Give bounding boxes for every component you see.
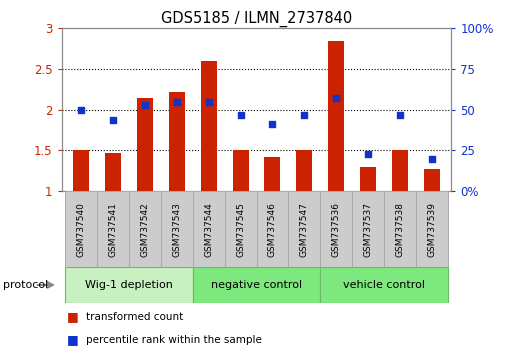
Bar — [169, 92, 185, 191]
FancyBboxPatch shape — [256, 191, 288, 267]
Text: GDS5185 / ILMN_2737840: GDS5185 / ILMN_2737840 — [161, 11, 352, 27]
Bar — [297, 150, 312, 191]
Point — [268, 121, 277, 127]
Text: protocol: protocol — [3, 280, 48, 290]
Point — [109, 117, 117, 122]
Text: GSM737538: GSM737538 — [396, 202, 405, 257]
Bar — [265, 157, 281, 191]
Text: GSM737541: GSM737541 — [108, 202, 117, 257]
FancyBboxPatch shape — [192, 191, 225, 267]
Bar — [201, 61, 216, 191]
FancyBboxPatch shape — [129, 191, 161, 267]
Point — [76, 107, 85, 113]
FancyBboxPatch shape — [321, 191, 352, 267]
Text: Wig-1 depletion: Wig-1 depletion — [85, 280, 172, 290]
Text: negative control: negative control — [211, 280, 302, 290]
Bar — [360, 167, 377, 191]
Bar — [328, 41, 344, 191]
Point — [396, 112, 404, 118]
FancyBboxPatch shape — [352, 191, 384, 267]
Point — [172, 99, 181, 104]
Text: percentile rank within the sample: percentile rank within the sample — [86, 335, 262, 345]
Bar — [424, 169, 440, 191]
FancyBboxPatch shape — [161, 191, 192, 267]
FancyBboxPatch shape — [321, 267, 448, 303]
Text: GSM737542: GSM737542 — [140, 202, 149, 257]
Text: GSM737546: GSM737546 — [268, 202, 277, 257]
Text: GSM737544: GSM737544 — [204, 202, 213, 257]
Point — [364, 151, 372, 156]
Point — [205, 99, 213, 104]
FancyBboxPatch shape — [384, 191, 416, 267]
Text: GSM737537: GSM737537 — [364, 202, 373, 257]
FancyBboxPatch shape — [97, 191, 129, 267]
Point — [141, 102, 149, 108]
Text: GSM737545: GSM737545 — [236, 202, 245, 257]
FancyBboxPatch shape — [416, 191, 448, 267]
Text: GSM737539: GSM737539 — [428, 202, 437, 257]
Text: vehicle control: vehicle control — [343, 280, 425, 290]
Bar — [392, 150, 408, 191]
FancyBboxPatch shape — [65, 267, 192, 303]
Point — [236, 112, 245, 118]
Bar — [136, 97, 153, 191]
FancyBboxPatch shape — [192, 267, 321, 303]
Bar — [73, 150, 89, 191]
Text: GSM737547: GSM737547 — [300, 202, 309, 257]
Text: ■: ■ — [67, 310, 78, 323]
Point — [300, 112, 308, 118]
FancyBboxPatch shape — [65, 191, 97, 267]
Point — [332, 96, 341, 101]
Point — [428, 156, 437, 161]
FancyBboxPatch shape — [225, 191, 256, 267]
FancyBboxPatch shape — [288, 191, 321, 267]
Bar — [232, 150, 248, 191]
Text: transformed count: transformed count — [86, 312, 184, 322]
Bar — [105, 153, 121, 191]
Text: ■: ■ — [67, 333, 78, 346]
Text: GSM737543: GSM737543 — [172, 202, 181, 257]
Text: GSM737536: GSM737536 — [332, 202, 341, 257]
Text: GSM737540: GSM737540 — [76, 202, 85, 257]
